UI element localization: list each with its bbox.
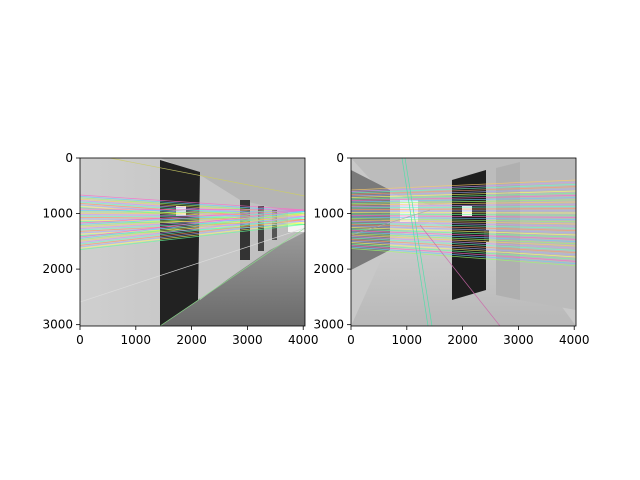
match-line xyxy=(80,196,305,212)
match-line xyxy=(80,212,305,227)
match-line xyxy=(351,203,576,207)
match-line xyxy=(351,209,431,236)
match-line xyxy=(80,227,305,303)
match-line xyxy=(404,158,433,326)
match-line xyxy=(351,212,576,214)
match-line xyxy=(351,197,576,203)
match-line xyxy=(351,201,576,206)
match-line xyxy=(351,186,576,195)
match-line xyxy=(80,214,305,242)
x-tick-label: 1000 xyxy=(392,333,423,347)
match-line xyxy=(351,188,576,197)
match-line xyxy=(109,158,305,197)
match-line xyxy=(80,211,305,214)
x-tick-label: 2000 xyxy=(447,333,478,347)
match-line xyxy=(351,213,576,216)
match-line xyxy=(351,236,576,249)
left-panel: 0 1000 2000 3000 4000 0 1000 2000 3000 xyxy=(42,151,318,347)
match-line xyxy=(80,197,305,214)
match-line xyxy=(351,206,576,209)
x-tick-label: 0 xyxy=(76,333,84,347)
y-tick-label: 2000 xyxy=(42,262,73,276)
match-line xyxy=(80,219,305,232)
match-line xyxy=(351,242,576,258)
x-tick-label: 2000 xyxy=(176,333,207,347)
match-line xyxy=(351,195,576,201)
x-tick-label: 0 xyxy=(347,333,355,347)
grayscale-corridor-photo-left-icon xyxy=(80,158,305,326)
match-line xyxy=(351,190,576,198)
match-line xyxy=(80,216,305,229)
y-tick-label: 1000 xyxy=(42,207,73,221)
match-line xyxy=(351,234,576,247)
match-line xyxy=(351,228,576,238)
x-tick-label: 4000 xyxy=(559,333,590,347)
match-line xyxy=(80,224,305,250)
match-line xyxy=(401,158,429,326)
x-tick-label: 4000 xyxy=(288,333,319,347)
match-line xyxy=(351,237,576,251)
x-tick-label: 3000 xyxy=(232,333,263,347)
match-line xyxy=(80,220,305,248)
match-line xyxy=(80,217,305,231)
right-panel: 0 1000 2000 3000 4000 0 1000 2000 3000 xyxy=(313,151,589,347)
match-line xyxy=(80,217,305,245)
match-line xyxy=(80,208,305,211)
match-line xyxy=(351,215,576,218)
match-line xyxy=(351,184,576,194)
y-tick-label: 2000 xyxy=(313,262,344,276)
match-line xyxy=(351,181,576,192)
match-line xyxy=(80,209,305,224)
match-line xyxy=(80,210,305,212)
match-line xyxy=(351,199,576,204)
match-line xyxy=(80,220,305,234)
match-line xyxy=(351,245,576,262)
right-match-lines xyxy=(351,158,576,326)
match-line xyxy=(351,227,576,236)
y-tick-label: 0 xyxy=(65,151,73,165)
match-line xyxy=(159,227,305,326)
match-line xyxy=(351,240,576,256)
match-line xyxy=(80,211,305,225)
match-line xyxy=(351,179,576,191)
match-line xyxy=(351,218,576,223)
match-line xyxy=(351,243,576,260)
match-line xyxy=(351,221,576,227)
match-line xyxy=(80,194,305,211)
x-tick-label: 1000 xyxy=(121,333,152,347)
match-line xyxy=(351,224,576,231)
x-tick-label: 3000 xyxy=(503,333,534,347)
left-match-lines xyxy=(80,158,305,326)
match-line xyxy=(80,216,305,243)
match-line xyxy=(351,248,576,267)
match-line xyxy=(351,239,576,253)
match-line xyxy=(419,224,501,326)
match-line xyxy=(80,209,305,238)
y-tick-label: 1000 xyxy=(313,207,344,221)
match-line xyxy=(351,225,576,234)
match-line xyxy=(80,214,305,228)
match-line xyxy=(80,211,305,239)
match-line xyxy=(351,219,576,225)
match-line xyxy=(351,246,576,264)
match-line xyxy=(80,212,305,241)
match-line xyxy=(351,222,576,229)
match-line xyxy=(80,222,305,249)
match-line xyxy=(351,208,576,210)
y-tick-label: 0 xyxy=(336,151,344,165)
y-tick-label: 3000 xyxy=(42,318,73,332)
match-line xyxy=(80,219,305,246)
y-tick-label: 3000 xyxy=(313,318,344,332)
match-line xyxy=(351,231,576,242)
match-line xyxy=(351,216,576,220)
match-line xyxy=(351,192,576,200)
match-line xyxy=(351,233,576,245)
match-line xyxy=(351,230,576,240)
